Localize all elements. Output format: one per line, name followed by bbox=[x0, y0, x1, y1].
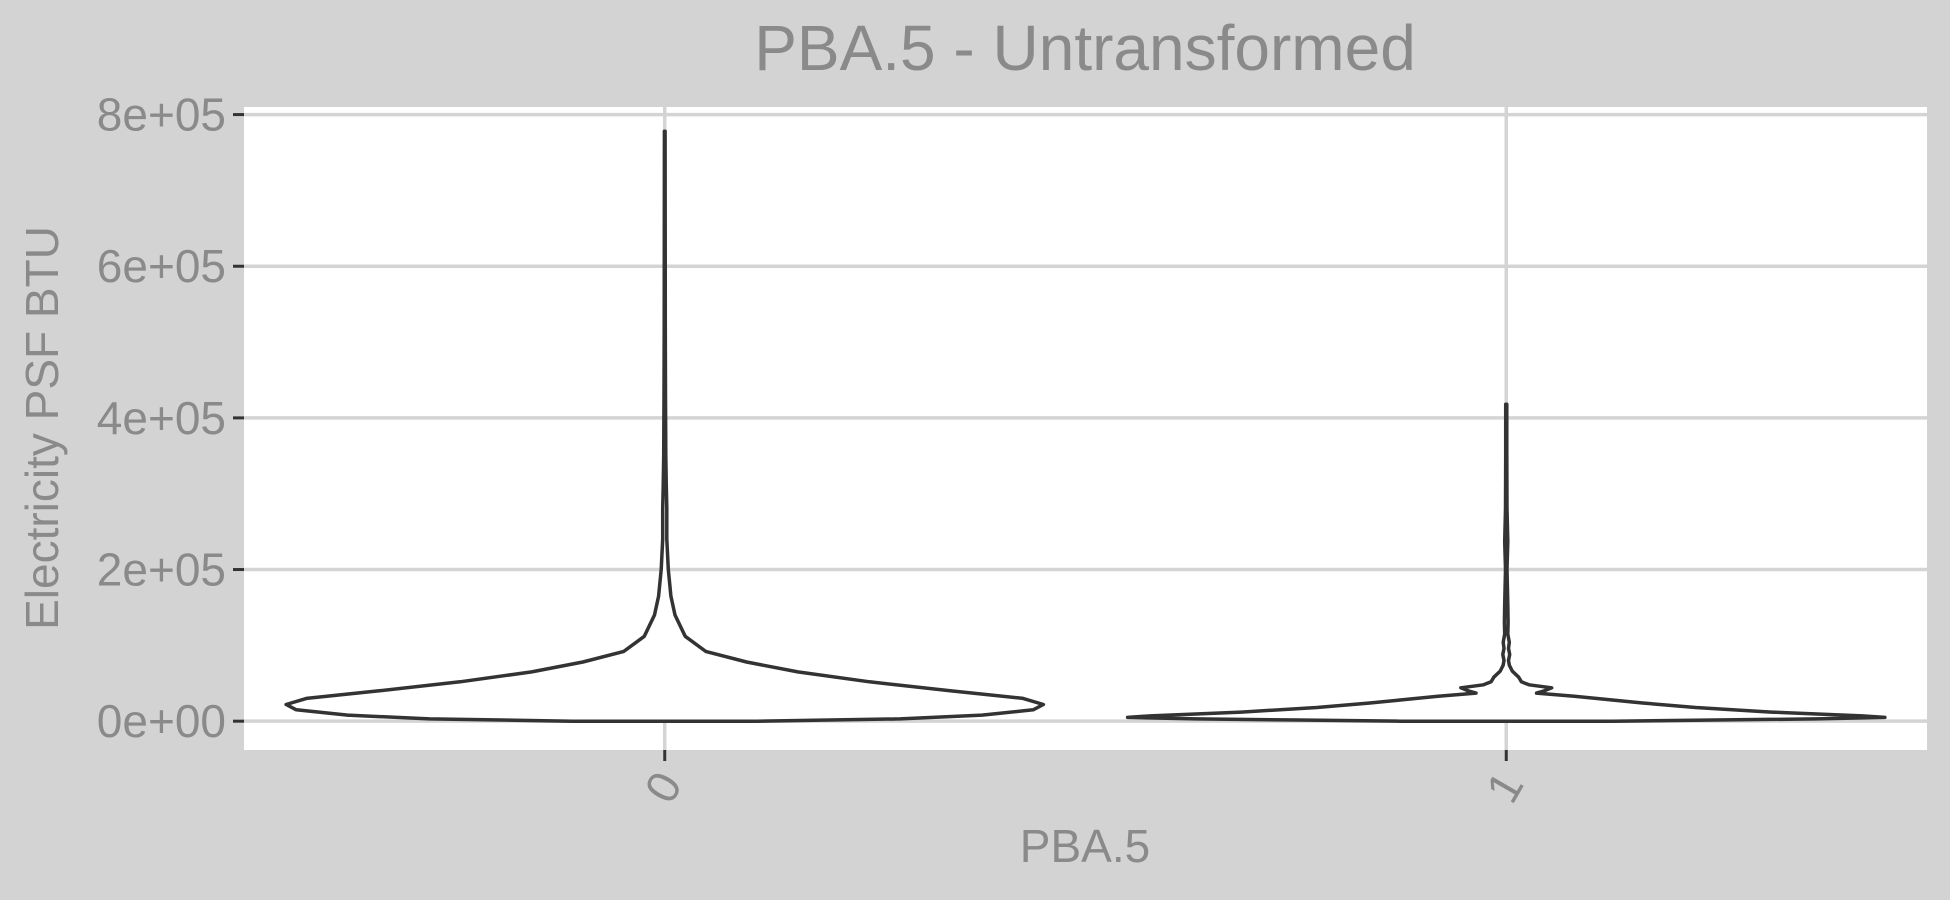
violin-1 bbox=[1125, 402, 1887, 723]
y-tick-label-2: 4e+05 bbox=[97, 392, 226, 444]
y-tick-label-0: 0e+00 bbox=[97, 695, 226, 747]
y-tick-label-4: 8e+05 bbox=[97, 89, 226, 141]
violin-0 bbox=[284, 129, 1046, 723]
violin-layer bbox=[284, 129, 1887, 723]
x-axis-label: PBA.5 bbox=[1020, 820, 1150, 872]
panel-background bbox=[244, 107, 1927, 750]
chart-title: PBA.5 - Untransformed bbox=[754, 12, 1416, 84]
y-tick-label-3: 6e+05 bbox=[97, 240, 226, 292]
y-axis-label: Electricity PSF BTU bbox=[16, 226, 68, 630]
y-tick-label-1: 2e+05 bbox=[97, 544, 226, 596]
